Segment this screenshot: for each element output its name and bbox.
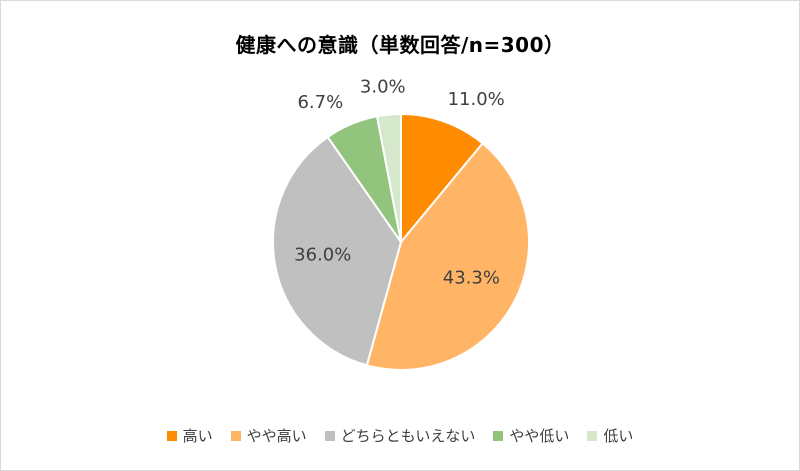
legend-item: 高い: [166, 425, 213, 446]
chart-title: 健康への意識（単数回答/n=300）: [235, 33, 565, 57]
legend-swatch: [166, 430, 177, 441]
legend-item: やや低い: [493, 425, 569, 446]
legend-item: 低い: [587, 425, 633, 446]
legend-swatch: [587, 430, 598, 441]
pie-slice: [272, 135, 403, 367]
pie-slice: [400, 112, 484, 245]
legend-label: やや低い: [509, 427, 570, 445]
chart-legend: 高い やや高い どちらともいえない やや低い 低い: [1, 425, 799, 446]
data-label: 36.0%: [294, 244, 351, 265]
pie-chart: 11.0% 43.3% 36.0% 6.7% 3.0%: [272, 77, 530, 371]
legend-swatch: [324, 430, 335, 441]
legend-label: どちらともいえない: [340, 427, 476, 445]
pie-slice: [365, 141, 530, 371]
legend-label: 低い: [603, 427, 634, 445]
data-label: 3.0%: [360, 77, 406, 98]
data-label: 6.7%: [297, 92, 343, 113]
data-label: 43.3%: [443, 268, 500, 289]
legend-swatch: [230, 430, 241, 441]
legend-item: どちらともいえない: [324, 425, 476, 446]
legend-swatch: [493, 430, 504, 441]
legend-label: 高い: [182, 427, 213, 445]
pie-slice: [375, 112, 402, 243]
legend-label: やや高い: [246, 427, 307, 445]
legend-item: やや高い: [230, 425, 307, 446]
data-label: 11.0%: [448, 89, 505, 110]
